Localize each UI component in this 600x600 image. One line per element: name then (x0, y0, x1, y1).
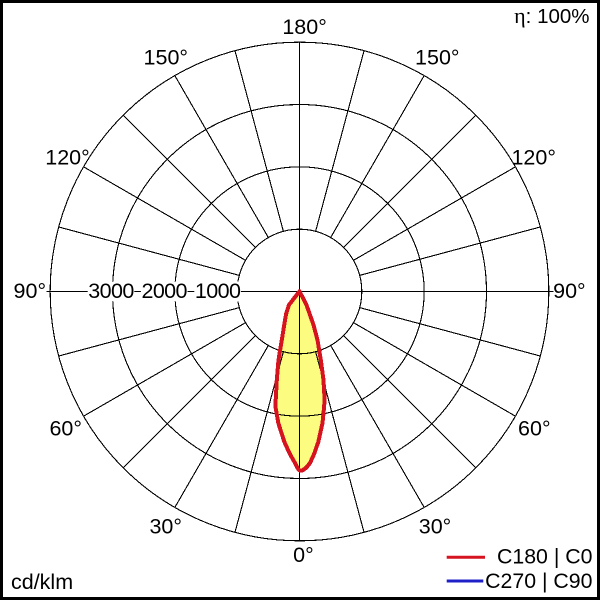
svg-text:2000: 2000 (141, 279, 187, 303)
svg-text:0°: 0° (293, 543, 314, 567)
svg-text:150°: 150° (144, 45, 188, 69)
svg-text:cd/klm: cd/klm (11, 570, 73, 594)
svg-text:60°: 60° (518, 416, 551, 440)
svg-text:30°: 30° (419, 515, 452, 539)
svg-text:η: 100%: η: 100% (514, 3, 589, 28)
svg-text:90°: 90° (14, 279, 47, 303)
svg-text:3000: 3000 (88, 279, 134, 303)
svg-text:120°: 120° (511, 146, 555, 170)
svg-text:60°: 60° (49, 416, 82, 440)
svg-text:C180 | C0: C180 | C0 (497, 544, 593, 568)
svg-text:120°: 120° (45, 146, 89, 170)
svg-text:1000: 1000 (195, 279, 241, 303)
svg-text:150°: 150° (415, 45, 459, 69)
svg-text:30°: 30° (149, 515, 182, 539)
svg-text:180°: 180° (282, 15, 326, 39)
svg-text:C270 | C90: C270 | C90 (485, 569, 593, 593)
svg-text:90°: 90° (553, 279, 586, 303)
